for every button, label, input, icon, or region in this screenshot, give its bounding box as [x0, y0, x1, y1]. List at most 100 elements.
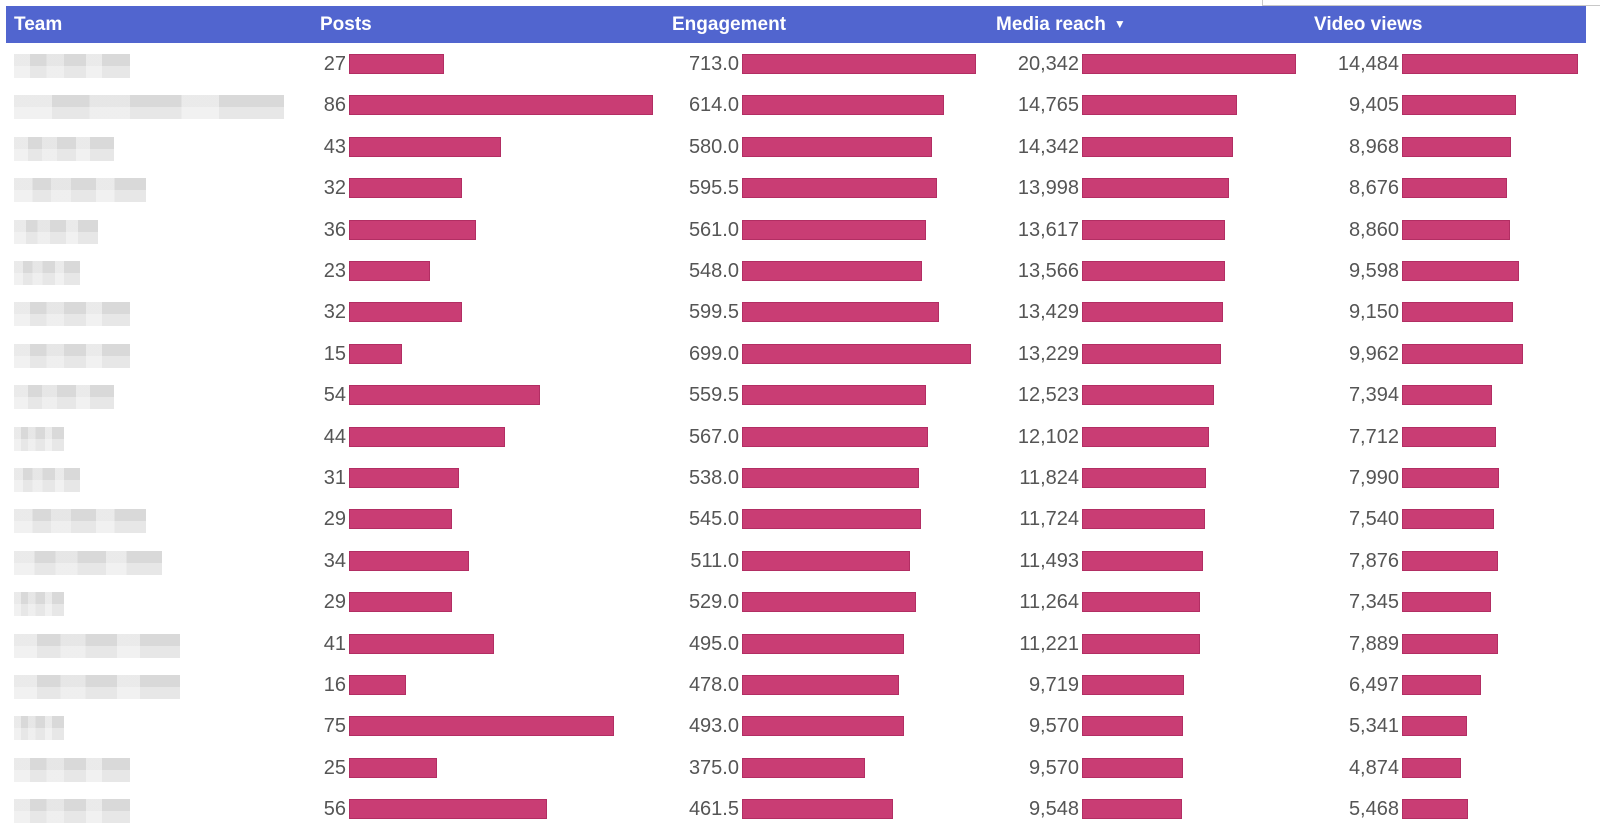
- engagement-value: 567.0: [688, 425, 739, 448]
- video-views-bar: [1402, 675, 1481, 695]
- engagement-bar: [742, 468, 919, 488]
- posts-bar: [349, 468, 459, 488]
- table-row[interactable]: 86 614.0 14,765 9,405: [0, 85, 1600, 126]
- table-row[interactable]: 41 495.0 11,221 7,889: [0, 624, 1600, 665]
- team-name-redacted: [14, 343, 130, 368]
- team-name-redacted: [14, 675, 180, 699]
- video-views-bar: [1402, 716, 1467, 737]
- team-name-redacted: [14, 468, 80, 492]
- engagement-value: 595.5: [688, 177, 739, 200]
- engagement-bar: [742, 54, 976, 74]
- media-reach-bar: [1082, 385, 1214, 406]
- video-views-bar: [1402, 468, 1499, 488]
- media-reach-bar: [1082, 592, 1200, 613]
- posts-value: 86: [323, 94, 346, 117]
- engagement-bar: [742, 592, 916, 613]
- engagement-value: 545.0: [688, 508, 739, 531]
- table-row[interactable]: 36 561.0 13,617 8,860: [0, 210, 1600, 251]
- video-views-bar: [1402, 219, 1510, 240]
- media-reach-bar: [1082, 343, 1221, 364]
- table-row[interactable]: 32 599.5 13,429 9,150: [0, 292, 1600, 333]
- media-reach-bar: [1082, 509, 1205, 530]
- table-row[interactable]: 25 375.0 9,570 4,874: [0, 748, 1600, 789]
- media-reach-value: 14,765: [1017, 94, 1079, 117]
- engagement-bar: [742, 385, 926, 406]
- team-name-redacted: [14, 592, 64, 617]
- table-row[interactable]: 32 595.5 13,998 8,676: [0, 168, 1600, 209]
- media-reach-value: 11,724: [1019, 508, 1079, 531]
- engagement-bar: [742, 261, 922, 281]
- engagement-value: 699.0: [688, 342, 739, 365]
- table-row[interactable]: 23 548.0 13,566 9,598: [0, 251, 1600, 292]
- engagement-bar: [742, 509, 921, 530]
- table-row[interactable]: 44 567.0 12,102 7,712: [0, 417, 1600, 458]
- video-views-value: 9,962: [1348, 342, 1399, 365]
- media-reach-bar: [1082, 261, 1225, 281]
- engagement-value: 548.0: [688, 260, 739, 282]
- table-row[interactable]: 29 529.0 11,264 7,345: [0, 582, 1600, 623]
- frame-corner-line: [1262, 0, 1600, 6]
- engagement-bar: [742, 426, 928, 447]
- engagement-bar: [742, 675, 899, 695]
- table-row[interactable]: 15 699.0 13,229 9,962: [0, 334, 1600, 375]
- media-reach-bar: [1082, 633, 1200, 654]
- table-row[interactable]: 31 538.0 11,824 7,990: [0, 458, 1600, 499]
- posts-value: 15: [323, 342, 346, 365]
- video-views-value: 7,345: [1348, 591, 1399, 614]
- posts-bar: [349, 799, 547, 820]
- team-name-redacted: [14, 426, 64, 451]
- posts-value: 25: [323, 756, 346, 779]
- posts-bar: [349, 716, 614, 737]
- header-video-views-label: Video views: [1314, 14, 1423, 35]
- table-row[interactable]: 56 461.5 9,548 5,468: [0, 789, 1600, 830]
- media-reach-bar: [1082, 178, 1229, 199]
- media-reach-value: 11,493: [1019, 549, 1079, 572]
- team-name-redacted: [14, 95, 284, 120]
- posts-value: 56: [323, 798, 346, 821]
- posts-value: 36: [323, 218, 346, 241]
- team-name-redacted: [14, 219, 98, 244]
- video-views-bar: [1402, 302, 1513, 323]
- posts-value: 27: [323, 53, 346, 75]
- media-reach-value: 9,548: [1028, 798, 1079, 821]
- table-row[interactable]: 16 478.0 9,719 6,497: [0, 665, 1600, 706]
- header-media-reach[interactable]: Media reach ▼: [996, 6, 1126, 43]
- video-views-bar: [1402, 633, 1498, 654]
- table-row[interactable]: 29 545.0 11,724 7,540: [0, 499, 1600, 540]
- header-team-label: Team: [14, 14, 63, 35]
- table-row[interactable]: 34 511.0 11,493 7,876: [0, 541, 1600, 582]
- table-row[interactable]: 54 559.5 12,523 7,394: [0, 375, 1600, 416]
- posts-bar: [349, 385, 540, 406]
- team-name-redacted: [14, 716, 64, 741]
- engagement-value: 599.5: [688, 301, 739, 324]
- video-views-bar: [1402, 550, 1498, 571]
- header-posts-label: Posts: [320, 14, 372, 35]
- header-team[interactable]: Team: [14, 6, 62, 43]
- header-video-views[interactable]: Video views: [1314, 6, 1422, 43]
- team-name-redacted: [14, 799, 130, 824]
- team-name-redacted: [14, 261, 80, 285]
- engagement-value: 559.5: [688, 384, 739, 407]
- posts-value: 31: [323, 467, 346, 489]
- table-row[interactable]: 43 580.0 14,342 8,968: [0, 127, 1600, 168]
- engagement-bar: [742, 136, 932, 157]
- posts-bar: [349, 757, 437, 778]
- video-views-bar: [1402, 178, 1507, 199]
- posts-value: 32: [323, 301, 346, 324]
- table-row[interactable]: 75 493.0 9,570 5,341: [0, 706, 1600, 747]
- media-reach-value: 13,229: [1017, 342, 1079, 365]
- video-views-value: 9,405: [1348, 94, 1399, 117]
- header-engagement[interactable]: Engagement: [672, 6, 786, 43]
- media-reach-bar: [1082, 136, 1233, 157]
- team-name-redacted: [14, 550, 162, 575]
- header-posts[interactable]: Posts: [320, 6, 372, 43]
- posts-bar: [349, 343, 402, 364]
- media-reach-bar: [1082, 757, 1183, 778]
- table-row[interactable]: 27 713.0 20,342 14,484: [0, 44, 1600, 85]
- engagement-value: 713.0: [688, 53, 739, 75]
- team-name-redacted: [14, 633, 180, 658]
- posts-bar: [349, 550, 469, 571]
- posts-value: 43: [323, 135, 346, 158]
- video-views-bar: [1402, 343, 1523, 364]
- engagement-bar: [742, 716, 904, 737]
